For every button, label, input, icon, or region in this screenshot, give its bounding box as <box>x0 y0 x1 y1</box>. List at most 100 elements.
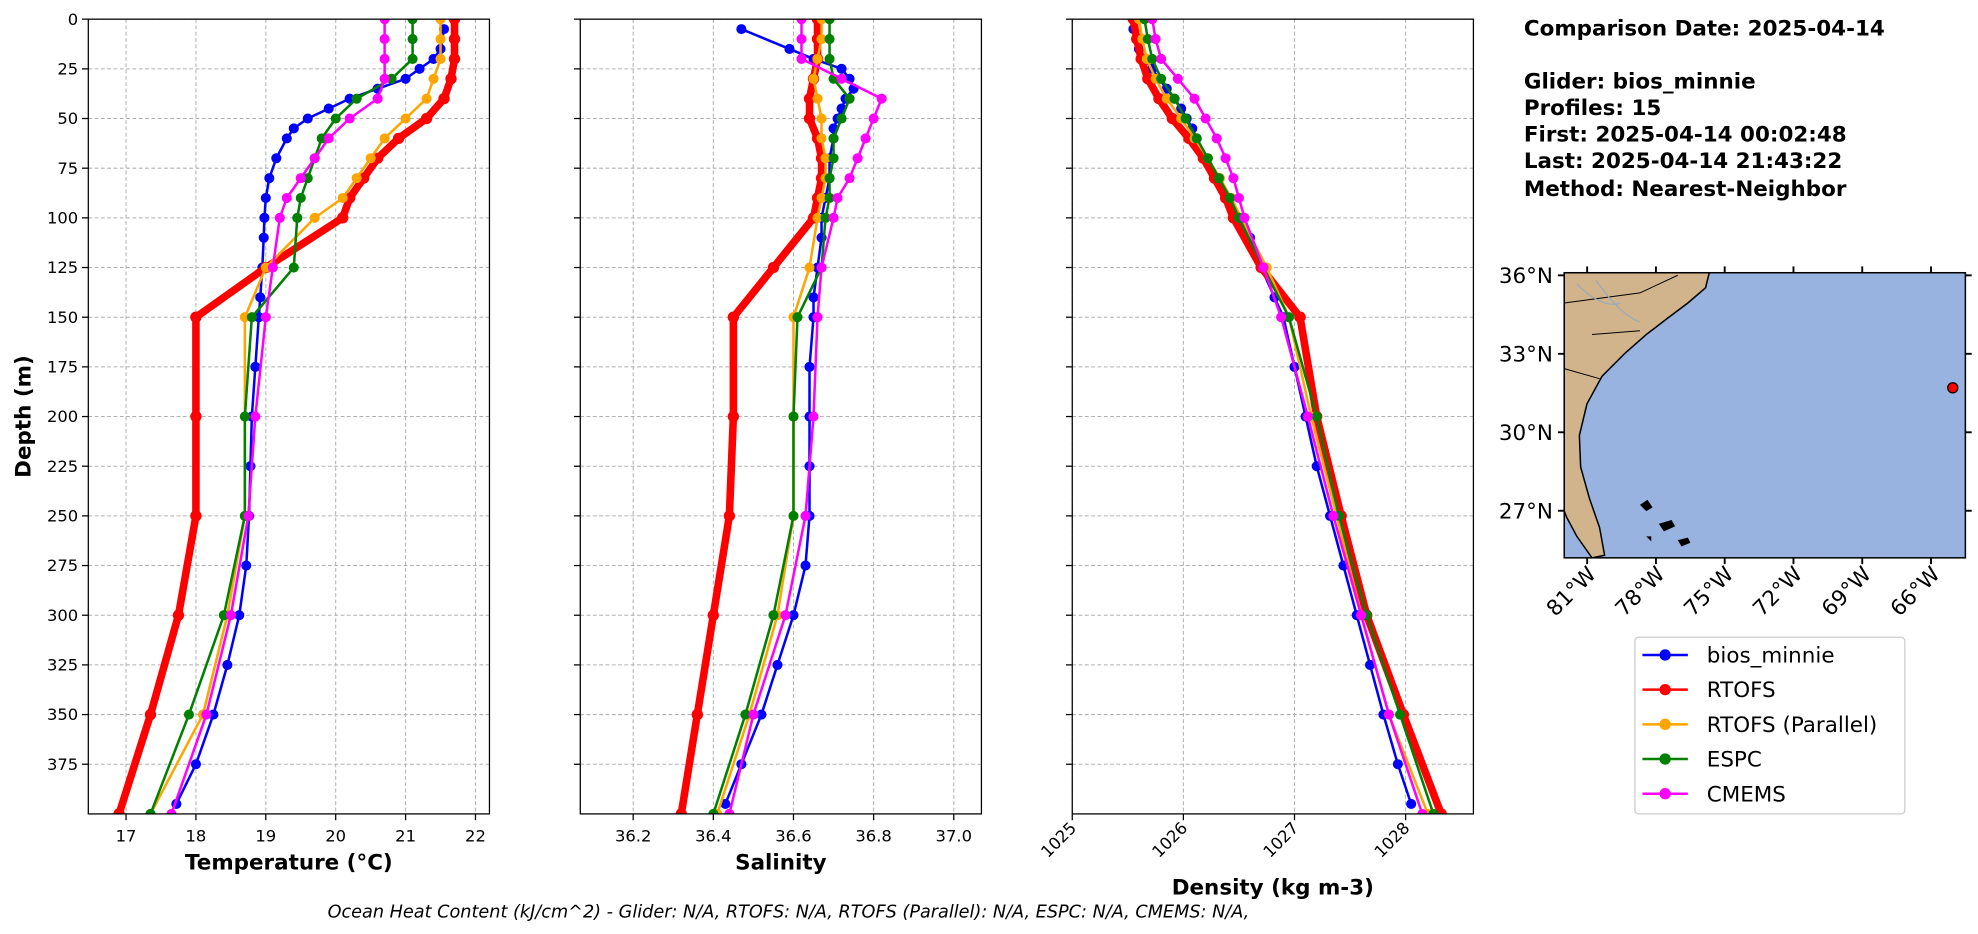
profile-point <box>803 112 816 125</box>
profile-point <box>1395 709 1406 720</box>
profile-point <box>1150 33 1161 45</box>
info-line: Profiles: 15 <box>1524 96 1661 121</box>
profile-point <box>723 510 736 522</box>
profile-point <box>844 173 855 184</box>
profile-point <box>288 262 299 273</box>
map-frame <box>1563 271 1967 559</box>
profile-point <box>1406 798 1417 810</box>
profile-point <box>803 92 816 105</box>
profile-point <box>222 659 233 670</box>
profile-point <box>808 73 819 84</box>
profile-point <box>740 709 751 720</box>
profile-point <box>218 610 229 621</box>
profile-point <box>144 708 157 721</box>
profile-point <box>330 113 341 124</box>
profile-point <box>250 361 261 372</box>
profile-point <box>800 560 811 571</box>
profile-point <box>239 411 250 422</box>
y-tick-label: 275 <box>47 556 78 575</box>
x-tick-label: 18 <box>186 827 207 846</box>
profile-point <box>428 73 439 84</box>
map-y-tick-label: 27°N <box>1499 499 1553 524</box>
profile-point <box>407 53 418 64</box>
info-line: Glider: bios_minnie <box>1524 70 1756 95</box>
profile-point <box>420 112 433 125</box>
profile-point <box>1147 19 1158 25</box>
y-tick-label: 0 <box>68 10 78 29</box>
plot-area <box>1127 19 1447 814</box>
profile-point <box>1156 53 1167 64</box>
profile-point <box>767 261 780 274</box>
profile-point <box>337 192 348 204</box>
profile-point <box>295 173 306 184</box>
profile-point <box>323 103 334 114</box>
profile-point <box>400 73 411 84</box>
profile-point <box>852 153 863 164</box>
profile-point <box>828 212 839 223</box>
y-tick-label: 375 <box>47 755 78 774</box>
profile-point <box>295 192 306 204</box>
profile-point <box>428 53 439 64</box>
info-line: Last: 2025-04-14 21:43:22 <box>1524 149 1842 174</box>
profile-point <box>302 173 313 184</box>
profile-point <box>264 173 275 184</box>
profile-point <box>250 411 261 422</box>
y-axis-label: Depth (m) <box>11 355 36 478</box>
profile-point <box>274 212 285 223</box>
profile-point <box>1213 173 1224 184</box>
profile-point <box>691 708 703 721</box>
y-tick-label: 50 <box>57 109 78 128</box>
legend-marker <box>1659 788 1671 800</box>
map-y-tick-label: 36°N <box>1499 264 1553 289</box>
legend-label: ESPC <box>1707 748 1762 773</box>
legend-label: bios_minnie <box>1707 644 1835 669</box>
x-axis-label: Density (kg m-3) <box>1172 876 1374 901</box>
profile-point <box>271 153 282 164</box>
profile-point <box>435 53 446 64</box>
profile-point <box>868 113 879 124</box>
profile-point <box>379 19 390 25</box>
profile-point <box>772 659 783 670</box>
profile-point <box>1294 311 1306 323</box>
profile-point <box>720 798 731 810</box>
profile-point <box>253 312 264 323</box>
legend: bios_minnie RTOFS RTOFS (Parallel) ESPC CMEM… <box>1634 636 1906 815</box>
profile-point <box>1156 73 1167 84</box>
profile-point <box>379 33 390 45</box>
y-tick-label: 325 <box>47 656 78 675</box>
profile-point <box>438 92 450 105</box>
footer: Ocean Heat Content (kJ/cm^2) - Glider: N… <box>328 902 1250 922</box>
x-tick-label: 36.6 <box>775 827 811 846</box>
profile-point <box>1211 133 1222 144</box>
profile-point <box>824 192 835 204</box>
axes-frame <box>579 18 983 815</box>
x-tick-label: 20 <box>325 827 346 846</box>
profile-point <box>448 19 461 25</box>
land <box>1563 271 1711 559</box>
profile-point <box>246 312 257 323</box>
axes-frame <box>87 18 491 815</box>
profile-point <box>812 312 823 323</box>
profile-point <box>302 113 313 124</box>
profile-point <box>258 232 269 243</box>
profile-point <box>1189 93 1200 104</box>
profile-point <box>707 609 720 621</box>
profile-point <box>239 312 250 323</box>
profile-point <box>351 173 362 184</box>
profile-point <box>812 93 823 104</box>
profile-point <box>675 808 687 814</box>
profile-point <box>260 262 271 273</box>
profile-point <box>1276 312 1287 323</box>
x-tick-label: 36.2 <box>615 827 651 846</box>
x-tick-label: 22 <box>465 827 486 846</box>
profile-point <box>351 93 362 104</box>
profile-point <box>1392 759 1403 770</box>
profile-point <box>860 133 871 144</box>
profile-point <box>259 212 270 223</box>
profile-point <box>816 262 827 273</box>
profile-point <box>1200 113 1211 124</box>
profile-point <box>832 192 843 204</box>
profile-point <box>260 192 271 204</box>
x-tick-label: 37.0 <box>936 827 972 846</box>
